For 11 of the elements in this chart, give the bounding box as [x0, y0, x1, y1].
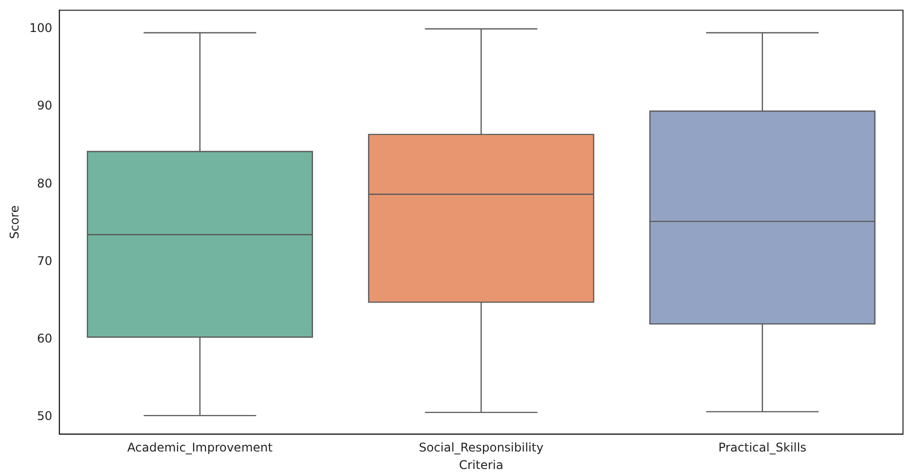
y-tick-label: 70	[37, 254, 52, 268]
x-tick-label: Practical_Skills	[718, 440, 806, 455]
x-tick-label: Social_Responsibility	[418, 440, 544, 455]
y-tick-label: 50	[37, 409, 52, 424]
y-tick-label: 90	[37, 98, 52, 113]
y-tick-label: 80	[37, 176, 52, 190]
y-axis-title: Score	[7, 205, 22, 240]
y-tick-label: 100	[29, 20, 52, 35]
x-axis-title: Criteria	[458, 458, 504, 472]
x-tick-label: Academic_Improvement	[127, 440, 273, 455]
y-tick-label: 60	[37, 332, 52, 346]
